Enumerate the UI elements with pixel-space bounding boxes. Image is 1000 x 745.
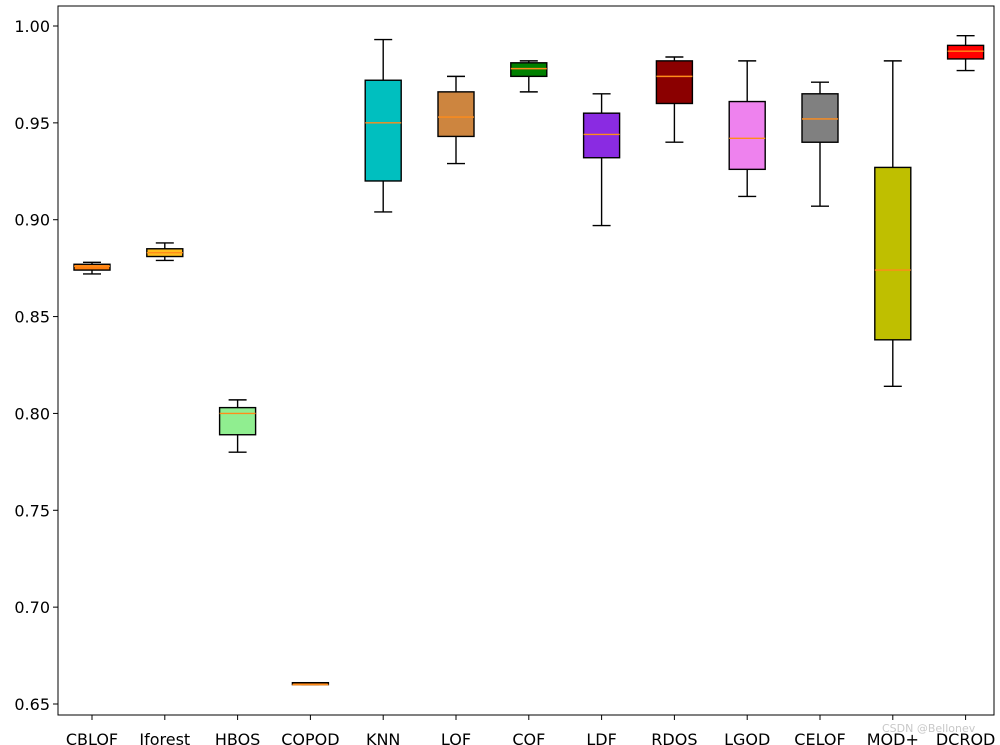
y-tick-label: 0.90 — [14, 211, 50, 230]
watermark: CSDN @Bellonev — [882, 722, 976, 735]
box-ldf — [582, 93, 621, 227]
x-tick-label: LOF — [441, 730, 471, 745]
box-cof — [510, 60, 548, 93]
box-dcrod — [946, 34, 985, 72]
box-hbos — [218, 399, 257, 453]
box-body — [582, 112, 621, 159]
box-copod — [291, 681, 330, 686]
y-tick-label: 1.00 — [14, 17, 50, 36]
box-body — [364, 79, 402, 182]
x-tick-label: DCROD — [936, 730, 996, 745]
y-tick-label: 0.95 — [14, 114, 50, 133]
x-tick-label: LDF — [586, 730, 616, 745]
x-tick-label: COF — [512, 730, 545, 745]
box-cblof — [73, 261, 111, 275]
y-tick-label: 0.75 — [14, 501, 50, 520]
x-tick-label: HBOS — [215, 730, 260, 745]
x-tick-label: CELOF — [794, 730, 845, 745]
x-tick-label: Iforest — [139, 730, 190, 745]
box-lof — [437, 75, 475, 165]
y-tick-label: 0.65 — [14, 695, 50, 714]
y-tick-label: 0.80 — [14, 404, 50, 423]
box-body — [655, 60, 694, 105]
x-tick-label: LGOD — [724, 730, 770, 745]
boxes-group — [73, 34, 985, 686]
box-body — [437, 91, 475, 138]
box-rdos — [655, 56, 694, 143]
box-body — [73, 263, 111, 271]
plot-area — [57, 5, 995, 716]
x-tick-label: MOD+ — [867, 730, 919, 745]
box-celof — [801, 81, 839, 207]
box-body — [510, 62, 548, 78]
x-tick-label: KNN — [366, 730, 400, 745]
x-axis: CBLOF Iforest HBOS COPOD KNN LOF COF LDF RDOS LGO… — [66, 715, 996, 745]
x-tick-label: RDOS — [651, 730, 697, 745]
box-iforest — [146, 242, 184, 262]
x-tick-label: CBLOF — [66, 730, 118, 745]
y-axis: 0.65 0.70 0.75 0.80 0.85 0.90 0.95 1.00 — [14, 17, 58, 714]
box-body — [728, 100, 766, 171]
box-lgod — [728, 60, 766, 198]
x-tick-label: COPOD — [281, 730, 339, 745]
box-mod- — [874, 60, 912, 388]
y-tick-label: 0.85 — [14, 308, 50, 327]
box-body — [218, 406, 257, 436]
box-body — [874, 166, 912, 341]
box-body — [801, 93, 839, 143]
box-body — [946, 44, 985, 60]
y-tick-label: 0.70 — [14, 598, 50, 617]
box-knn — [364, 38, 402, 213]
